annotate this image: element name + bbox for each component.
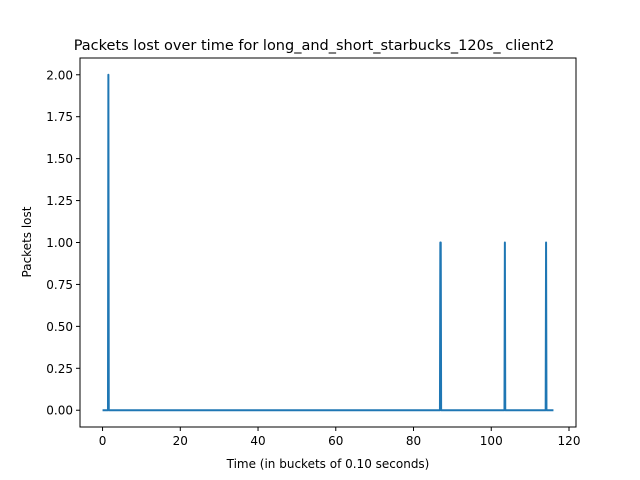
x-tick-label: 120 [558, 434, 581, 448]
y-tick-label: 1.00 [46, 236, 73, 250]
y-tick-label: 2.00 [46, 68, 73, 82]
x-tick-label: 80 [406, 434, 421, 448]
y-tick-label: 0.50 [46, 320, 73, 334]
y-tick-label: 1.25 [46, 194, 73, 208]
x-tick-label: 100 [480, 434, 503, 448]
x-tick-label: 20 [173, 434, 188, 448]
y-tick-label: 0.25 [46, 362, 73, 376]
x-axis-title: Time (in buckets of 0.10 seconds) [226, 457, 430, 471]
series-layer [102, 73, 554, 412]
x-tick-label: 0 [99, 434, 107, 448]
y-tick-label: 1.75 [46, 110, 73, 124]
y-tick-label: 0.00 [46, 404, 73, 418]
x-tick-label: 60 [328, 434, 343, 448]
y-axis-ticks: 0.00 0.25 0.50 0.75 1.00 1.25 1.50 1.75 2.00 [46, 68, 80, 418]
packets-lost-series-line [102, 73, 554, 412]
chart-title: Packets lost over time for long_and_shor… [74, 38, 555, 54]
y-tick-label: 1.50 [46, 152, 73, 166]
y-tick-label: 0.75 [46, 278, 73, 292]
x-tick-label: 40 [250, 434, 265, 448]
y-axis-title: Packets lost [20, 206, 34, 277]
x-axis-ticks: 0 20 40 60 80 100 120 [99, 427, 581, 448]
